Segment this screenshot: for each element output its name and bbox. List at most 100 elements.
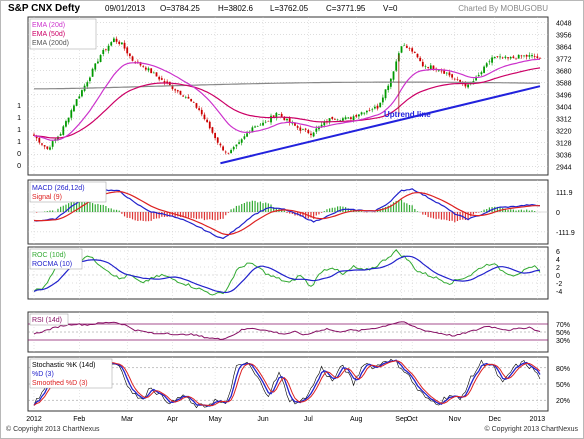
candle-body [230,150,232,154]
price-tick-8: 3312 [556,117,572,124]
candle-body [480,72,483,75]
candle-body [81,90,83,97]
x-tick-label: Nov [449,416,462,423]
candle-body [142,66,145,67]
candle-body [328,118,331,123]
uptrend-line [220,85,541,165]
candle-body [299,127,302,131]
candle-body [246,133,248,137]
legend-stoch-k: Stochastic %K (14d) [32,362,95,369]
candle-body [112,38,115,42]
candle-body [232,147,235,150]
candle-body [195,103,198,108]
price-tick-10: 3128 [556,141,572,148]
candle-body [184,96,187,98]
candle-body [456,79,459,80]
candle-body [339,120,342,121]
ema20-line [33,58,541,141]
rsi-tick-2: 30% [556,338,570,345]
price-tick-3: 3772 [556,57,572,64]
x-tick-label: Feb [73,416,85,423]
candle-body [323,121,326,126]
x-tick-label: Apr [167,416,179,423]
x-tick-label: Mar [121,416,134,423]
price-panel [27,16,549,176]
candle-body [310,133,312,136]
candle-body [464,83,467,87]
candle-body [475,76,477,81]
candle-body [75,99,78,106]
legend-macd: MACD (26d,12d) [32,185,85,192]
header-close: C=3771.95 [326,4,366,13]
candle-body [166,81,169,83]
candle-body [123,42,126,49]
candle-body [344,117,347,120]
price-tick-4: 3680 [556,69,572,76]
candle-body [259,124,262,126]
price-tick-6: 3496 [556,93,572,100]
stoch-tick-2: 20% [556,398,570,405]
candle-body [115,38,118,42]
candle-body [105,49,107,51]
header-low: L=3762.05 [270,4,309,13]
candle-body [368,110,371,111]
candle-body [102,49,105,54]
candle-body [379,102,382,108]
legend-signal: Signal (9) [32,194,62,201]
candle-body [376,105,379,109]
x-tick-label: Oct [407,416,418,423]
x-tick-label: May [208,416,222,423]
stoch-smoothed-line [33,360,541,407]
candle-body [352,116,355,121]
candle-body [67,117,70,123]
candle-body [286,118,288,121]
candle-body [432,65,435,70]
candle-body [408,48,411,49]
macd-tick-2: -111.9 [556,230,575,237]
candle-body [152,72,155,74]
uptrend-line-label: Uptrend line [384,110,431,119]
candle-body [451,74,454,78]
candle-body [371,109,374,111]
candle-body [214,133,216,139]
candle-body [304,128,307,130]
x-tick-label: Dec [488,416,501,423]
candle-body [158,76,161,80]
candle-body [539,57,541,59]
candle-body [38,137,41,143]
footer-copyright-right: © Copyright 2013 ChartNexus [485,425,579,433]
candle-body [315,128,318,132]
candle-body [491,57,493,63]
candle-body [262,122,264,126]
candle-body [89,77,91,82]
candle-body [443,70,446,74]
candle-body [504,56,507,58]
candle-body [70,110,73,118]
rocma-line [33,255,541,294]
candle-body [387,85,390,90]
candle-body [46,146,49,149]
x-tick-label: Jun [257,416,268,423]
candle-body [94,63,97,70]
price-tick-7: 3404 [556,105,572,112]
candle-body [312,132,315,137]
candle-body [403,45,406,46]
candle-body [278,114,280,115]
candle-body [536,56,539,58]
candle-body [445,72,448,74]
price-tick-5: 3588 [556,81,572,88]
candle-body [512,56,515,58]
candle-body [302,129,304,130]
candle-body [283,117,286,121]
stoch-tick-1: 50% [556,382,570,389]
candle-body [128,53,131,56]
candle-body [41,143,43,145]
price-tick-0: 4048 [556,20,572,27]
candle-body [211,127,214,133]
candle-body [405,45,408,48]
candle-body [291,122,294,124]
candle-body [448,72,451,76]
candle-body [150,68,153,74]
candle-body [91,68,94,77]
